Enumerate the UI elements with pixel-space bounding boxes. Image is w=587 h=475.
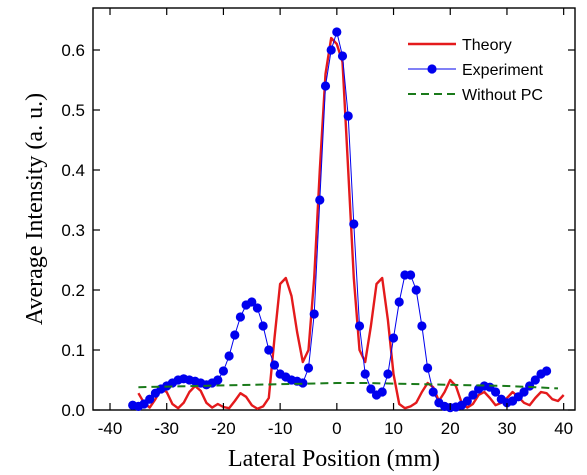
data-point (383, 369, 393, 379)
data-point (320, 81, 331, 91)
data-point (542, 366, 552, 376)
data-point (315, 195, 325, 205)
data-point (247, 297, 257, 307)
plot-frame (92, 7, 576, 411)
data-point (269, 360, 280, 370)
data-point (213, 375, 223, 385)
y-tick-label: 0.4 (61, 161, 85, 180)
y-tick-label: 0.1 (61, 341, 85, 360)
data-point (354, 321, 365, 331)
x-tick-label: -30 (154, 419, 179, 438)
data-point (326, 45, 336, 55)
data-point (377, 387, 387, 397)
data-point (491, 387, 501, 397)
y-tick-label: 0.0 (61, 401, 85, 420)
series-layer (128, 27, 565, 413)
y-tick-label: 0.3 (61, 221, 85, 240)
data-point (406, 270, 416, 280)
data-point (298, 378, 308, 388)
x-tick-label: 20 (441, 419, 460, 438)
data-point (235, 312, 245, 322)
legend: Theory Experiment Without PC (408, 37, 543, 104)
y-tick-label: 0.6 (61, 41, 85, 60)
data-point (423, 363, 433, 373)
y-tick-label: 0.5 (61, 101, 85, 120)
data-point (366, 384, 376, 394)
legend-label-1: Theory (462, 37, 512, 54)
data-point (349, 219, 359, 229)
data-point (145, 394, 155, 404)
data-point (264, 345, 274, 355)
x-tick-label: 40 (554, 419, 573, 438)
data-point (337, 51, 348, 61)
data-point (388, 333, 399, 343)
data-point (519, 387, 529, 397)
data-point (462, 396, 472, 406)
axes-layer: -40 -30 -20 -10 0 10 20 30 40 0.0 0.1 0.2 0.3 0.4 0.5 0… (61, 8, 575, 438)
data-point (218, 366, 228, 376)
data-point (309, 309, 319, 319)
data-point (360, 369, 370, 379)
data-point (224, 351, 234, 361)
data-point (468, 390, 478, 400)
y-tick-label: 0.2 (61, 281, 85, 300)
x-tick-label: -20 (211, 419, 236, 438)
data-point (417, 321, 427, 331)
y-axis-title: Average Intensity (a. u.) (22, 93, 48, 325)
data-point (258, 321, 268, 331)
data-point (411, 285, 421, 295)
x-tick-label: -10 (268, 419, 293, 438)
plot-area (92, 7, 576, 411)
x-tick-label: -40 (98, 419, 123, 438)
legend-label-2: Experiment (462, 62, 543, 79)
data-point (530, 375, 540, 385)
data-point (252, 303, 262, 313)
data-point (230, 330, 240, 340)
data-point (303, 363, 314, 373)
data-point (332, 27, 342, 37)
data-point (343, 111, 353, 121)
data-point (394, 297, 404, 307)
series-line-3 (138, 382, 559, 390)
x-tick-label: 10 (384, 419, 403, 438)
x-tick-label: 0 (332, 419, 341, 438)
data-point (428, 387, 438, 397)
x-axis-title: Lateral Position (mm) (228, 446, 440, 472)
legend-marker (427, 64, 437, 74)
x-tick-label: 30 (497, 419, 516, 438)
legend-label-3: Without PC (462, 87, 543, 104)
